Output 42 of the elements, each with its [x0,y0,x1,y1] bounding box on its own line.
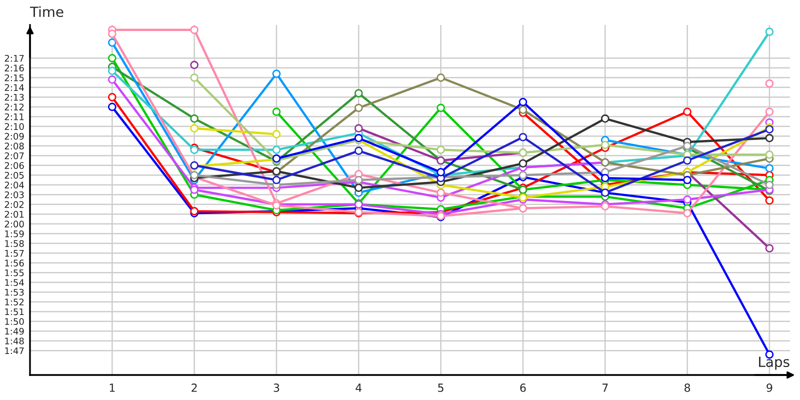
x-tick-label: 3 [274,384,280,392]
y-tick-label: 2:04 [4,182,24,188]
y-tick-label: 1:47 [5,347,24,354]
y-tick-label: 2:03 [4,191,24,198]
y-tick-label: 2:14 [4,84,24,91]
y-tick-label: 1:59 [5,230,24,238]
x-tick-label: 8 [684,384,690,392]
y-tick-label: 2:11 [4,113,24,120]
y-tick-label: 1:57 [5,250,24,257]
y-tick-label: 1:52 [5,298,24,306]
y-tick-label: 1:55 [5,269,24,276]
y-tick-label: 2:17 [4,54,24,62]
y-tick-label: 1:49 [5,328,24,335]
y-tick-label: 2:06 [4,162,24,169]
y-tick-label: 1:56 [5,260,24,266]
x-tick-label: 7 [602,384,608,392]
x-tick-label: 6 [520,384,526,392]
x-tick-label: 2 [192,384,197,392]
y-tick-label: 1:51 [5,308,24,316]
y-tick-label: 2:09 [4,132,24,140]
x-tick-label: 1 [110,384,115,392]
y-tick-label: 2:10 [4,123,24,130]
y-tick-label: 2:13 [4,94,24,101]
y-tick-label: 1:53 [5,288,24,296]
y-tick-label: 1:50 [5,318,24,325]
y-tick-label: 1:58 [5,240,24,247]
y-tick-label: 1:54 [5,279,24,286]
y-tick-label: 2:12 [4,104,24,110]
y-tick-label: 2:05 [4,172,24,179]
y-tick-label: 2:16 [4,64,24,72]
x-axis-title: Laps [759,356,790,370]
y-tick-label: 2:01 [4,210,24,218]
y-tick-label: 2:00 [4,220,24,228]
x-tick-label: 4 [356,384,362,392]
x-tick-label: 5 [438,384,444,392]
y-tick-label: 2:08 [4,142,24,150]
y-tick-label: 2:15 [4,74,24,82]
x-tick-label: 9 [766,384,772,392]
y-tick-label: 2:07 [4,152,24,160]
y-tick-label: 1:48 [5,338,24,344]
y-tick-label: 2:02 [4,201,24,208]
y-axis-title: Time [30,6,64,18]
